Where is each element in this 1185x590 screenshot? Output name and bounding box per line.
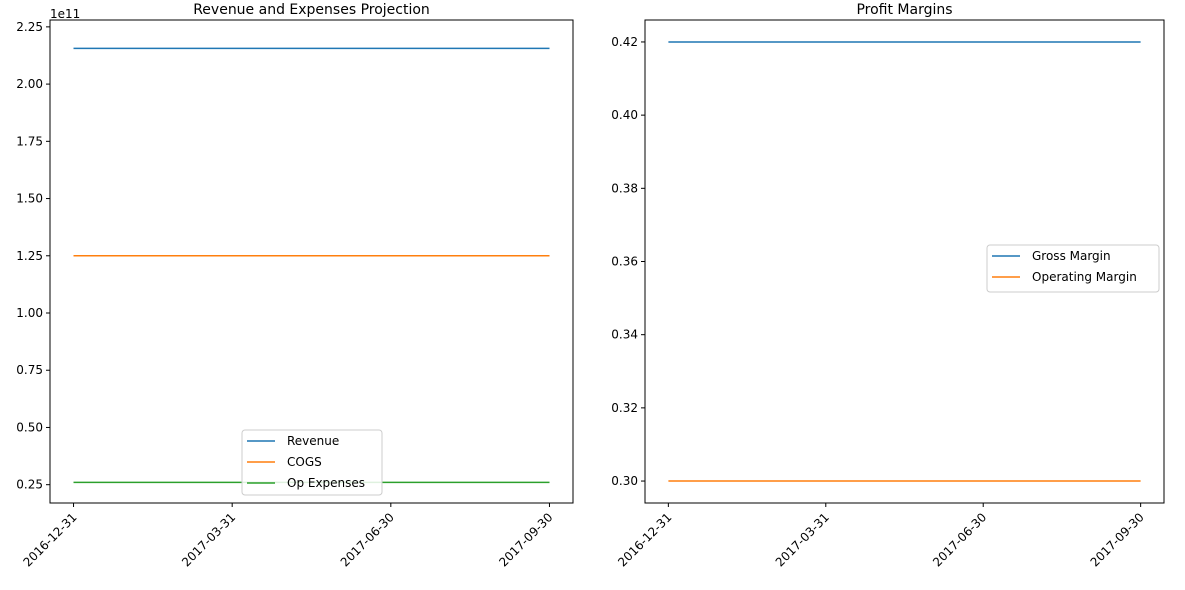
legend-label: Gross Margin [1032,249,1111,263]
chart-revenue-expenses: Revenue and Expenses Projection 1e11 0.25 0… [16,2,574,569]
y-tick-label: 0.38 [611,181,638,195]
x-tick-label: 2017-09-30 [496,510,555,569]
legend: Gross Margin Operating Margin [986,244,1160,293]
legend-label: Op Expenses [287,476,365,490]
plot-frame [49,19,574,504]
legend-box [986,244,1160,293]
y-tick-label: 1.50 [16,192,43,206]
y-tick-label: 1.25 [16,249,43,263]
legend-label: COGS [287,455,322,469]
y-tick-label: 0.75 [16,363,43,377]
legend-box [241,429,383,496]
y-tick-label: 0.25 [16,478,43,492]
y-tick-label: 0.42 [611,35,638,49]
chart-title: Revenue and Expenses Projection [193,2,430,18]
legend-label: Revenue [287,434,339,448]
y-tick-label: 1.75 [16,134,43,148]
x-tick-label: 2016-12-31 [615,510,674,569]
y-tick-label: 2.25 [16,20,43,34]
chart-profit-margins: Profit Margins 0.30 0.32 0.34 0.36 0.38 0.40 0.… [611,2,1165,569]
x-tick-label: 2017-09-30 [1088,510,1147,569]
y-tick-label: 0.36 [611,255,638,269]
chart-title: Profit Margins [856,2,952,18]
y-tick-label: 1.00 [16,306,43,320]
y-tick-label: 0.30 [611,474,638,488]
y-tick-label: 0.34 [611,328,638,342]
x-tick-label: 2016-12-31 [20,510,79,569]
x-tick-label: 2017-03-31 [773,510,832,569]
legend-label: Operating Margin [1032,270,1137,284]
y-tick-label: 2.00 [16,77,43,91]
x-tick-label: 2017-06-30 [338,510,397,569]
y-tick-label: 0.50 [16,420,43,434]
x-tick-label: 2017-03-31 [179,510,238,569]
x-tick-label: 2017-06-30 [930,510,989,569]
y-tick-label: 0.32 [611,401,638,415]
legend: Revenue COGS Op Expenses [241,429,383,496]
y-offset-label: 1e11 [50,7,80,21]
y-tick-label: 0.40 [611,108,638,122]
